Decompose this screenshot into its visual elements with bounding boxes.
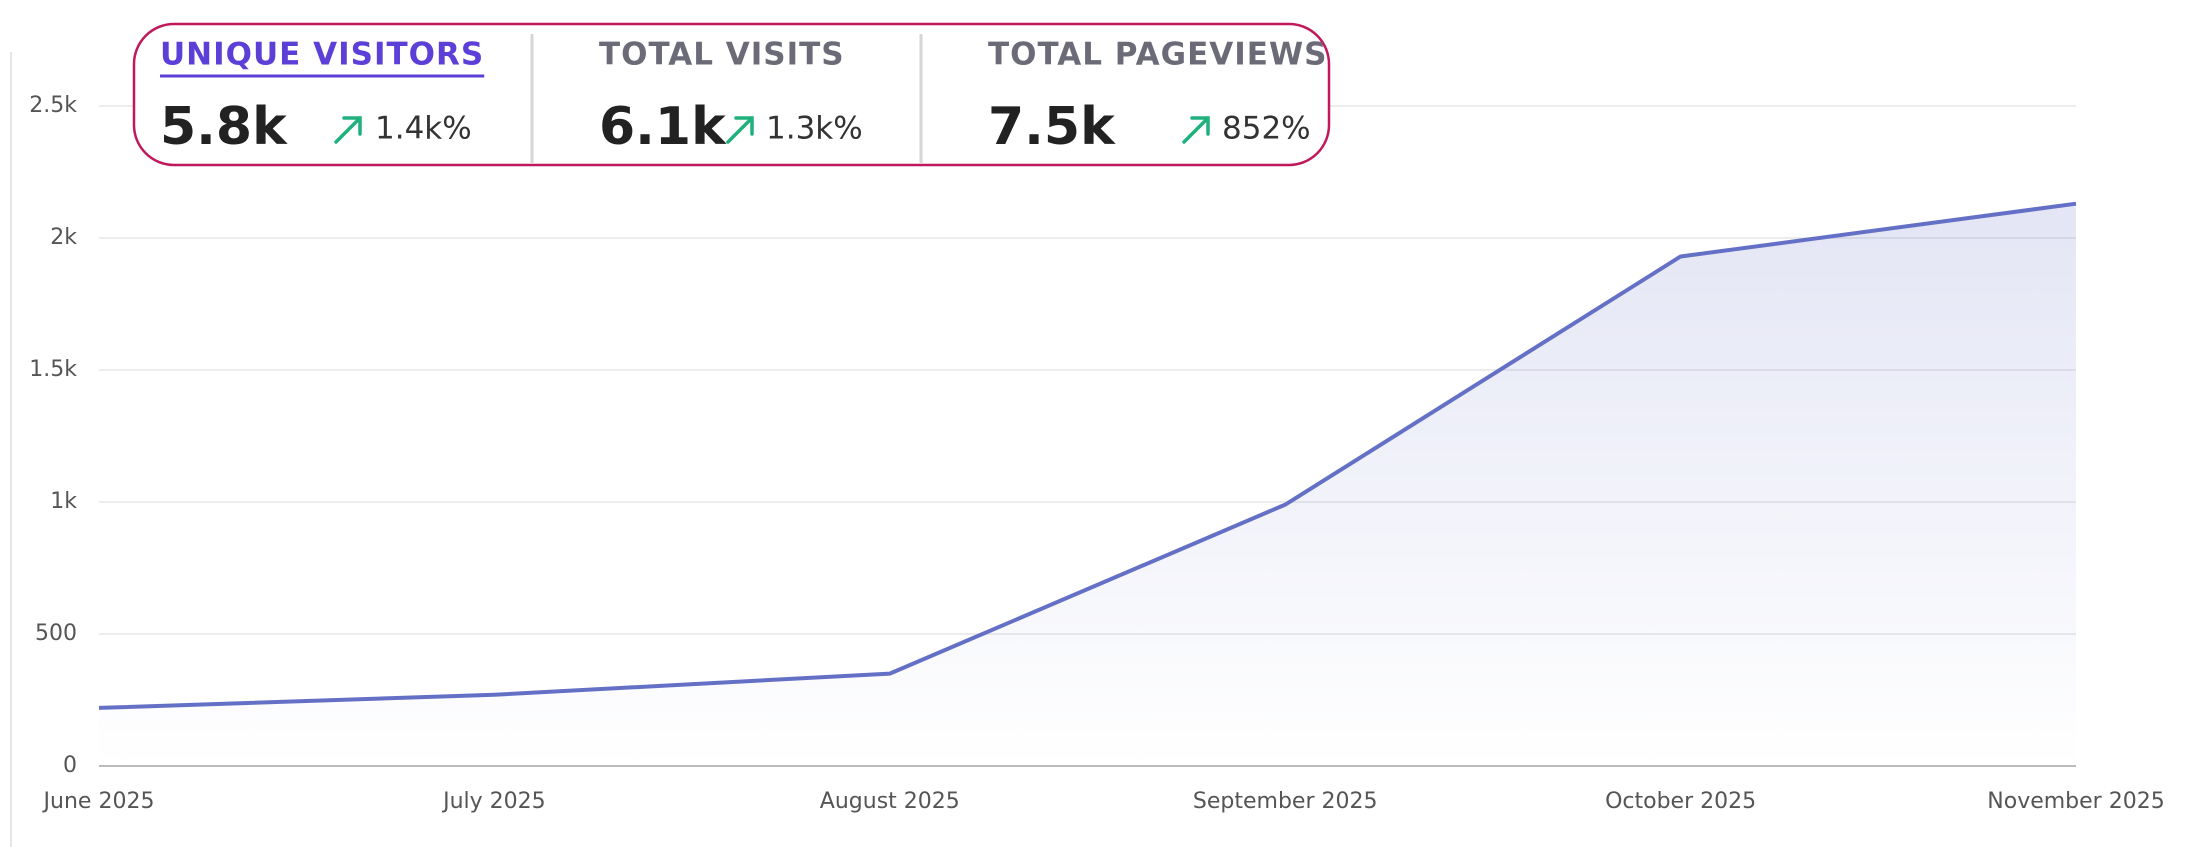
x-tick-label: October 2025 xyxy=(1605,789,1756,814)
x-tick-label: November 2025 xyxy=(1987,789,2164,814)
metric-change: 1.4k% xyxy=(375,111,472,147)
metric-tab[interactable]: TOTAL PAGEVIEWS xyxy=(988,37,1328,73)
up-arrow xyxy=(726,116,754,144)
x-tick-label: June 2025 xyxy=(42,789,155,814)
metric-tab[interactable]: UNIQUE VISITORS xyxy=(160,37,484,73)
metric-change: 1.3k% xyxy=(766,111,863,147)
metric-change: 852% xyxy=(1222,111,1311,147)
metric-value: 7.5k xyxy=(988,97,1116,157)
y-tick-label: 500 xyxy=(35,621,77,646)
y-tick-label: 2k xyxy=(50,225,77,250)
area xyxy=(99,203,2076,766)
metric-tab[interactable]: TOTAL VISITS xyxy=(599,37,845,73)
x-tick-label: September 2025 xyxy=(1193,789,1378,814)
up-arrow xyxy=(334,116,362,144)
metrics-box xyxy=(132,22,1331,167)
metric-value: 5.8k xyxy=(160,97,288,157)
y-tick-label: 0 xyxy=(63,753,77,778)
metric-value: 6.1k xyxy=(599,97,727,157)
y-tick-label: 1.5k xyxy=(29,357,77,382)
metrics: UNIQUE VISITORS 5.8k 1.4k% TOTAL VISITS 6.1k… xyxy=(160,37,1328,157)
plot: 0 500 1k 1.5k 2k 2.5k June 2025 July 2025 August… xyxy=(29,93,2164,814)
y-tick-label: 2.5k xyxy=(29,93,77,118)
y-tick-label: 1k xyxy=(50,489,77,514)
x-tick-label: July 2025 xyxy=(441,789,546,814)
up-arrow xyxy=(1182,116,1210,144)
x-tick-label: August 2025 xyxy=(820,789,960,814)
line xyxy=(98,201,2077,710)
